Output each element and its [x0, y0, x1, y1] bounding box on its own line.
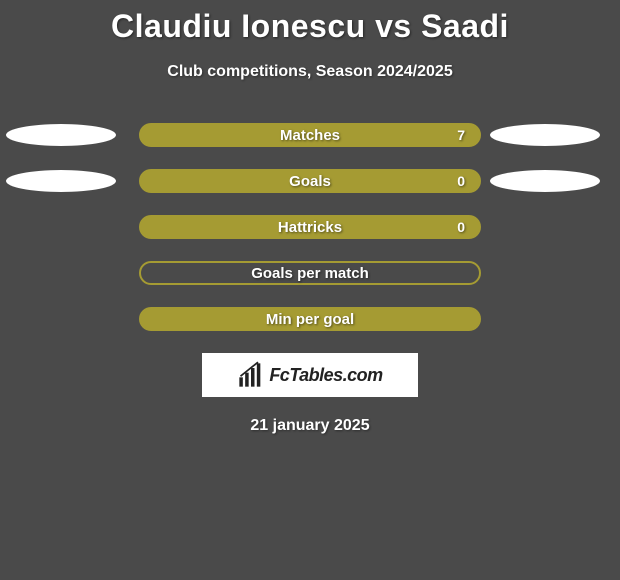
page-title: Claudiu Ionescu vs Saadi	[0, 8, 620, 45]
stat-row: Goals per match	[0, 261, 620, 285]
logo-text: FcTables.com	[269, 365, 382, 386]
stat-row: Hattricks 0	[0, 215, 620, 239]
stat-row: Matches 7	[0, 123, 620, 147]
stat-label: Goals per match	[251, 265, 369, 282]
stats-rows: Matches 7 Goals 0 Hattricks 0 Goals per match M…	[0, 123, 620, 331]
stat-bar: Goals 0	[139, 169, 481, 193]
stat-row: Goals 0	[0, 169, 620, 193]
date-text: 21 january 2025	[0, 417, 620, 435]
stat-bar: Goals per match	[139, 261, 481, 285]
stat-value: 7	[457, 127, 465, 143]
stat-label: Min per goal	[266, 311, 354, 328]
right-ellipse	[490, 170, 600, 192]
left-ellipse	[6, 170, 116, 192]
chart-icon	[237, 361, 265, 389]
subtitle: Club competitions, Season 2024/2025	[0, 63, 620, 81]
stat-row: Min per goal	[0, 307, 620, 331]
left-ellipse	[6, 124, 116, 146]
stat-label: Goals	[289, 173, 331, 190]
stat-value: 0	[457, 219, 465, 235]
stat-label: Matches	[280, 127, 340, 144]
stat-bar: Hattricks 0	[139, 215, 481, 239]
stat-value: 0	[457, 173, 465, 189]
stat-label: Hattricks	[278, 219, 342, 236]
right-ellipse	[490, 124, 600, 146]
logo-box: FcTables.com	[202, 353, 418, 397]
stat-bar: Min per goal	[139, 307, 481, 331]
stat-bar: Matches 7	[139, 123, 481, 147]
